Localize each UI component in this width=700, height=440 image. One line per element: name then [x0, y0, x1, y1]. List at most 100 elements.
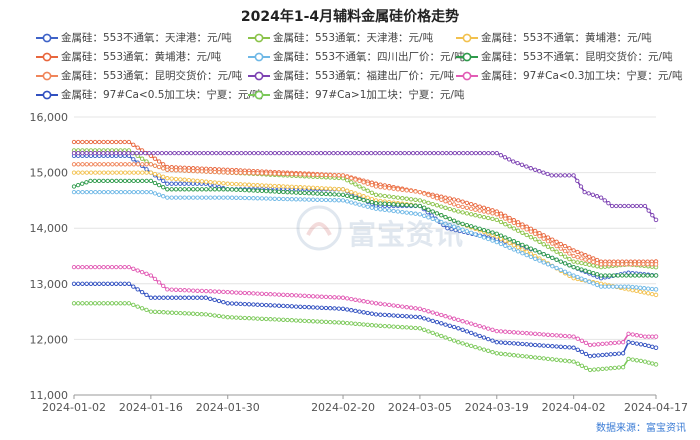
legend-item-1[interactable]: 金属硅：553不通氧：天津港：元/吨 [36, 30, 232, 46]
series-7-point [353, 177, 358, 182]
series-2-point [357, 184, 362, 189]
series-8-point [638, 203, 644, 209]
series-4-point [114, 139, 119, 145]
series-2-point [395, 195, 401, 200]
series-6-point [127, 178, 132, 184]
series-3-point [225, 181, 230, 186]
series-6-point [88, 178, 93, 184]
series-5-point [630, 284, 635, 290]
series-6-point [165, 187, 170, 192]
series-10-point [620, 351, 626, 356]
series-3-point [101, 170, 107, 175]
series-10-point [562, 344, 568, 350]
series-5-point [298, 197, 303, 202]
legend-item-11[interactable]: 金属硅：97#Ca>1加工块：宁夏：元/吨 [248, 87, 464, 103]
series-11-point [413, 325, 418, 331]
legend-item-9[interactable]: 金属硅：97#Ca<0.3加工块：宁夏：元/吨 [456, 68, 682, 84]
series-7-point [426, 192, 431, 198]
series-7-point [649, 262, 654, 267]
series-9-point [638, 333, 644, 339]
series-9-point [195, 288, 200, 293]
series-6-point [460, 221, 465, 227]
series-9-point [545, 332, 551, 337]
series-7-point [587, 258, 592, 263]
series-5-point [638, 285, 643, 290]
x-tick-label: 2024-02-20 [311, 401, 375, 414]
legend-item-2[interactable]: 金属硅：553通氧：天津港：元/吨 [248, 30, 433, 46]
series-11-point [592, 367, 597, 372]
legend-item-4[interactable]: 金属硅：553通氧：黄埔港：元/吨 [36, 49, 221, 65]
series-2-point [494, 217, 499, 223]
series-4-point [76, 139, 81, 145]
series-8-point [609, 203, 615, 209]
series-9-point [361, 299, 366, 304]
series-5-point [413, 211, 418, 216]
series-10-point [365, 310, 370, 316]
series-11-point [558, 358, 563, 363]
legend-item-10[interactable]: 金属硅：97#Ca<0.5加工块：宁夏：元/吨 [36, 87, 262, 103]
series-5-point [361, 203, 366, 208]
series-11-point [451, 338, 457, 343]
series-4-point [567, 246, 572, 251]
series-7-point [515, 222, 521, 228]
series-10-point [541, 343, 546, 348]
series-11-point [349, 321, 354, 326]
series-10-point [460, 327, 465, 332]
series-11-point [477, 346, 482, 351]
series-5-point [404, 210, 409, 215]
series-11-point [490, 349, 495, 355]
legend-label: 金属硅：97#Ca<0.3加工块：宁夏：元/吨 [481, 70, 683, 82]
series-5-point [199, 195, 205, 200]
series-2-point [486, 215, 491, 221]
series-3-point [293, 184, 299, 190]
series-11-point [653, 362, 659, 367]
series-3-point [238, 182, 243, 187]
series-10-point [616, 351, 622, 356]
series-7-point [434, 196, 440, 201]
series-9-point [408, 305, 414, 310]
series-6-point [591, 270, 596, 276]
series-10-point [139, 289, 145, 295]
series-1-point [626, 270, 631, 275]
series-7-point [281, 171, 286, 177]
legend-item-6[interactable]: 金属硅：553不通氧：昆明交货价：元/吨 [456, 49, 673, 65]
series-11-point [272, 317, 277, 322]
series-6-point [562, 261, 568, 266]
series-11-point [387, 324, 392, 329]
series-6-point [328, 192, 333, 197]
series-10-point [182, 295, 187, 300]
series-2-point [481, 214, 487, 220]
series-8-point [71, 150, 77, 156]
series-5-point [340, 198, 346, 203]
series-11-point [395, 324, 401, 330]
series-11-point [264, 316, 269, 322]
series-6-point [216, 187, 222, 192]
series-6-point [306, 191, 312, 196]
series-5-point [387, 208, 392, 213]
series-11-point [616, 365, 622, 370]
series-11-point [182, 311, 187, 316]
series-11-point [71, 301, 77, 306]
series-6-point [395, 202, 401, 207]
series-11-point [426, 329, 431, 334]
series-2-point [469, 212, 474, 217]
series-7-point [528, 229, 534, 234]
series-6-point [199, 187, 205, 192]
series-7-point [186, 168, 192, 173]
series-10-point [144, 292, 149, 298]
series-8-point [96, 150, 102, 156]
series-11-point [481, 347, 487, 352]
legend-item-3[interactable]: 金属硅：553不通氧：黄埔港：元/吨 [456, 30, 652, 46]
series-9-point [353, 297, 358, 302]
series-7-point [524, 227, 529, 232]
legend-item-5[interactable]: 金属硅：553不通氧：四川出厂价：元/吨 [248, 49, 465, 65]
legend-item-7[interactable]: 金属硅：553通氧：昆明交货价：元/吨 [36, 68, 242, 84]
series-7-point [110, 162, 115, 167]
series-9-point [306, 293, 312, 299]
series-3-point [276, 184, 282, 189]
series-11-point [434, 332, 440, 337]
series-11-point [486, 348, 491, 353]
series-7-point [80, 162, 85, 167]
series-9-point [92, 264, 98, 270]
legend-item-8[interactable]: 金属硅：553通氧：福建出厂价：元/吨 [248, 68, 454, 84]
